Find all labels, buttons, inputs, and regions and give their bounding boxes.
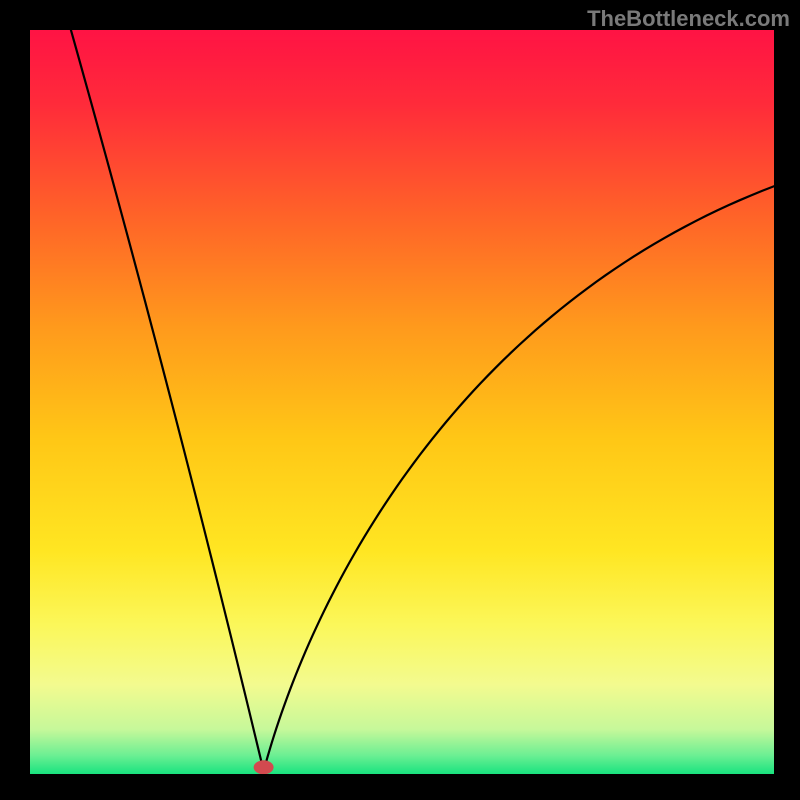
chart-frame xyxy=(0,0,800,800)
watermark-text: TheBottleneck.com xyxy=(587,6,790,32)
bottleneck-plot xyxy=(30,30,774,774)
plot-background xyxy=(30,30,774,774)
optimum-marker xyxy=(254,760,274,774)
